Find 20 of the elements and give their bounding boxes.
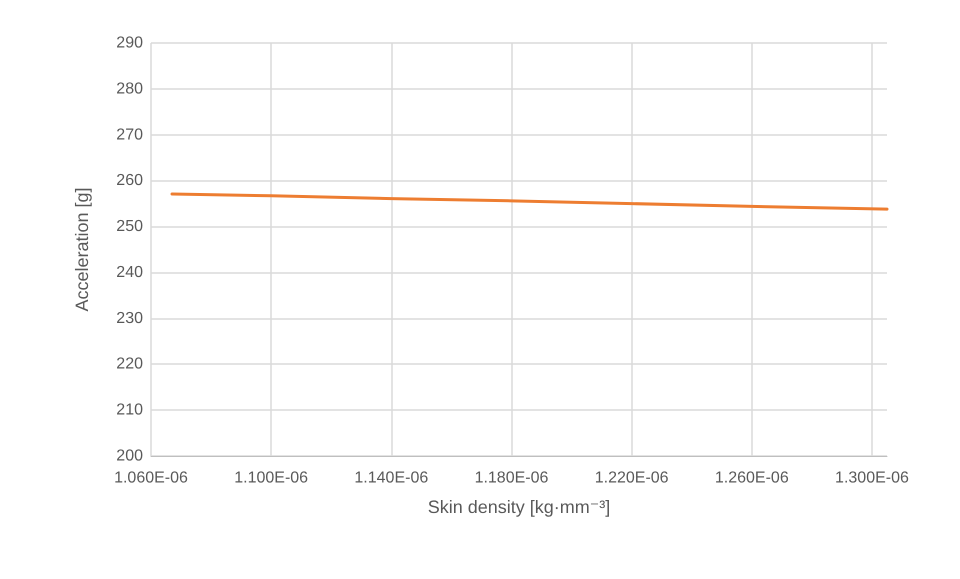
y-tick-label: 290 <box>116 34 144 52</box>
x-tick-label: 1.260E-06 <box>714 470 789 486</box>
x-tick-label: 1.220E-06 <box>594 470 669 486</box>
x-tick-label: 1.140E-06 <box>354 470 428 486</box>
y-tick-label: 260 <box>116 172 144 190</box>
y-tick-label: 230 <box>116 310 144 327</box>
y-tick-label: 240 <box>116 264 144 281</box>
y-tick-label: 270 <box>116 126 144 144</box>
y-tick-label: 210 <box>116 402 144 419</box>
y-tick-label: 250 <box>116 218 144 236</box>
x-tick-label: 1.100E-06 <box>234 470 308 486</box>
x-tick-label: 1.300E-06 <box>835 470 909 486</box>
line-series <box>170 192 888 211</box>
y-axis-title: Acceleration [g] <box>72 187 92 312</box>
x-axis-title: Skin density [kg·mm⁻³] <box>428 497 610 517</box>
y-tick-label: 220 <box>116 356 144 373</box>
x-tick-label: 1.060E-06 <box>114 470 188 486</box>
y-tick-label: 280 <box>116 80 144 98</box>
y-tick-label: 200 <box>116 448 144 464</box>
x-tick-label: 1.180E-06 <box>474 470 549 486</box>
